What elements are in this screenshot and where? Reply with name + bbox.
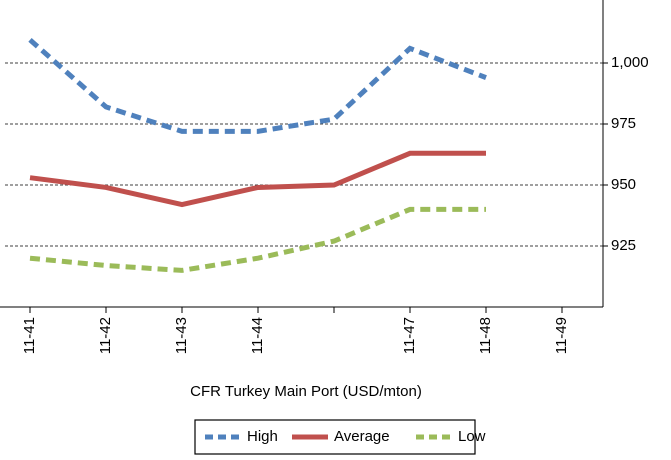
- series-line: [29, 150, 486, 208]
- x-tick-label: 11-41: [21, 317, 38, 354]
- series-line: [29, 206, 486, 273]
- legend-label: Average: [334, 428, 390, 445]
- y-tick-label: 1,000: [611, 54, 649, 71]
- x-axis-title: CFR Turkey Main Port (USD/mton): [190, 383, 422, 400]
- legend-box: [194, 419, 476, 455]
- legend-label: High: [247, 428, 278, 445]
- x-tick-label: 11-43: [173, 317, 190, 354]
- y-tick-label: 975: [611, 115, 636, 132]
- x-tick-label: 11-42: [97, 317, 114, 354]
- legend-label: Low: [458, 428, 486, 445]
- x-tick-label: 11-44: [249, 317, 266, 354]
- y-tick-label: 925: [611, 237, 636, 254]
- series-line: [28, 37, 487, 134]
- x-tick-label: 11-48: [477, 317, 494, 354]
- x-tick-label: 11-47: [401, 317, 418, 354]
- x-tick-label: 11-49: [553, 317, 570, 354]
- y-tick-label: 950: [611, 176, 636, 193]
